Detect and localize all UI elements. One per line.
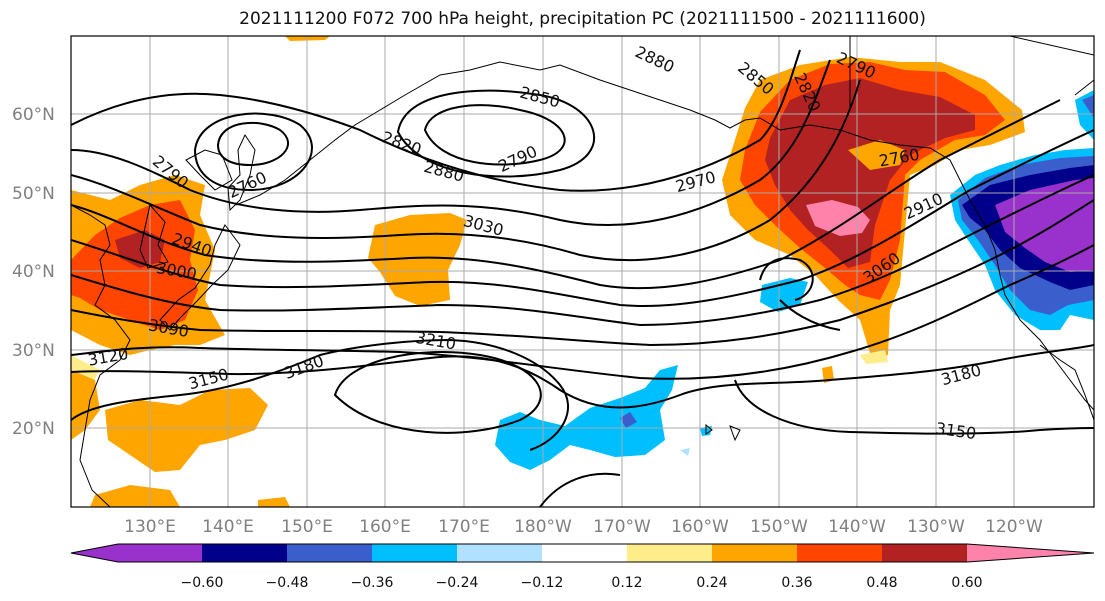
colorbar-extend-right (967, 544, 1094, 562)
longitude-labels: 130°E 140°E 150°E 160°E 170°E 180°W 170°… (124, 517, 1043, 537)
colorbar-segment-9 (797, 544, 883, 562)
colorbar-tick-1: −0.60 (181, 575, 224, 591)
lat-label-40n: 40°N (12, 262, 55, 282)
shade-south-orange-4 (258, 497, 290, 507)
shade-south-orange-3 (90, 485, 180, 507)
latitude-labels: 60°N 50°N 40°N 30°N 20°N (12, 105, 55, 439)
colorbar-segment-1 (117, 544, 203, 562)
colorbar-segment-5 (457, 544, 543, 562)
colorbar-tick-4: −0.24 (436, 575, 479, 591)
lat-label-20n: 20°N (12, 419, 55, 439)
lat-label-50n: 50°N (12, 184, 55, 204)
lon-label-120w: 120°W (985, 517, 1043, 537)
lon-label-160w: 160°W (671, 517, 729, 537)
lon-label-180w: 180°W (514, 517, 572, 537)
lat-label-30n: 30°N (12, 341, 55, 361)
height-contours (71, 49, 1094, 507)
colorbar-tick-8: 0.36 (781, 575, 812, 591)
lon-label-170w: 170°W (593, 517, 651, 537)
colorbar-outline (70, 543, 1095, 563)
colorbar-segment-3 (287, 544, 373, 562)
lon-label-140w: 140°W (828, 517, 886, 537)
colorbar-tick-3: −0.36 (351, 575, 394, 591)
colorbar-tick-6: 0.12 (611, 575, 642, 591)
colorbar-tick-7: 0.24 (696, 575, 727, 591)
colorbar-tick-10: 0.60 (951, 575, 982, 591)
lon-label-130e: 130°E (124, 517, 176, 537)
colorbar-segment-2 (202, 544, 288, 562)
colorbar-segment-10 (882, 544, 968, 562)
shade-westcoast-purple (995, 178, 1094, 272)
shade-alaska-pink (806, 200, 870, 236)
colorbar-segment-6 (542, 544, 628, 562)
shade-subtropic-blue (620, 412, 637, 428)
colorbar-tick-9: 0.48 (866, 575, 897, 591)
shade-south-orange-1 (71, 370, 100, 440)
shade-subtropic-lightblue (495, 365, 678, 470)
colorbar-tick-5: −0.12 (521, 575, 564, 591)
lon-label-170e: 170°E (438, 517, 490, 537)
colorbar-segment-4 (372, 544, 458, 562)
colorbar: −0.60 −0.48 −0.36 −0.24 −0.12 0.12 0.24 … (70, 543, 1095, 591)
colorbar-tick-2: −0.48 (266, 575, 309, 591)
colorbar-extend-left (71, 544, 118, 562)
shade-west-coast-light (860, 350, 888, 364)
lon-label-150w: 150°W (750, 517, 808, 537)
shade-hawaii-spot (822, 366, 834, 383)
shade-alaska-orange-inner (848, 140, 905, 170)
shade-south-orange-2 (105, 388, 268, 472)
map-title: 2021111200 F072 700 hPa height, precipit… (239, 9, 926, 29)
shade-northcoast-blue (1082, 95, 1094, 118)
colorbar-segment-7 (627, 544, 713, 562)
lon-label-160e: 160°E (359, 517, 411, 537)
lon-label-150e: 150°E (281, 517, 333, 537)
map-frame (70, 35, 1095, 508)
lat-label-60n: 60°N (12, 105, 55, 125)
colorbar-segment-8 (712, 544, 798, 562)
lon-label-130w: 130°W (907, 517, 965, 537)
lon-label-140e: 140°E (202, 517, 254, 537)
shade-hawaii-blue (680, 448, 690, 456)
